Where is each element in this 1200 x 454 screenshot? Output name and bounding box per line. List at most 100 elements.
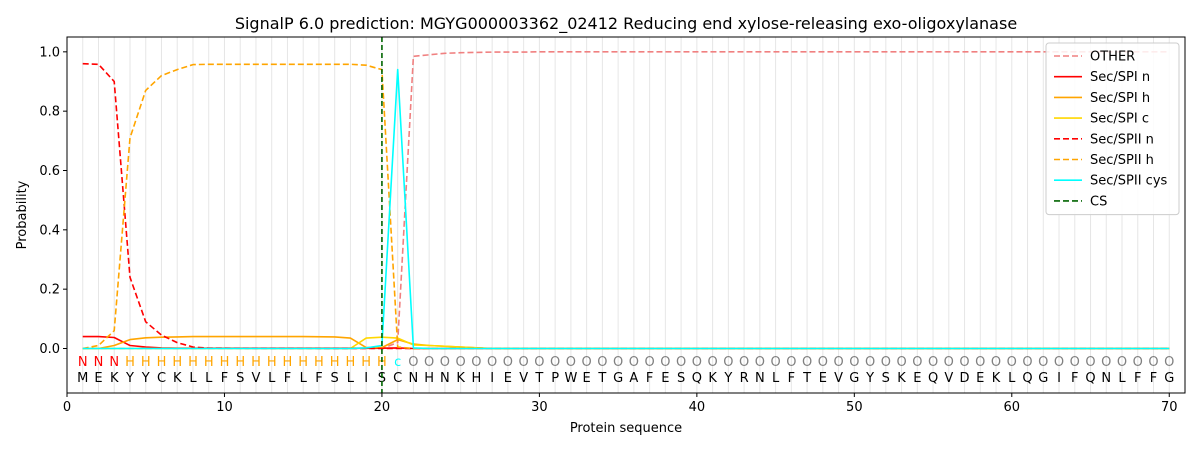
residue-letter: G bbox=[849, 371, 859, 386]
residue-letter: F bbox=[221, 371, 228, 386]
region-label: O bbox=[802, 355, 812, 370]
region-label: O bbox=[408, 355, 418, 370]
residue-letter: G bbox=[1038, 371, 1048, 386]
residue-letter: C bbox=[157, 371, 166, 386]
residue-letter: K bbox=[992, 371, 1001, 386]
x-tick-label: 0 bbox=[63, 400, 71, 415]
y-tick-label: 1.0 bbox=[39, 45, 60, 60]
residue-letter: G bbox=[1164, 371, 1174, 386]
region-label: O bbox=[471, 355, 481, 370]
residue-letter: L bbox=[268, 371, 276, 386]
x-axis: 0 10 20 30 40 50 60 70 bbox=[63, 393, 1178, 415]
residue-letter: S bbox=[331, 371, 339, 386]
region-label: O bbox=[755, 355, 765, 370]
region-label: H bbox=[188, 355, 198, 370]
residue-letter: V bbox=[944, 371, 953, 386]
x-tick-label: 70 bbox=[1161, 400, 1178, 415]
residue-letter: F bbox=[1150, 371, 1157, 386]
residue-letter: K bbox=[456, 371, 465, 386]
residue-letter: F bbox=[646, 371, 653, 386]
residue-letter: I bbox=[1057, 371, 1061, 386]
x-tick-label: 30 bbox=[531, 400, 548, 415]
legend-label: CS bbox=[1090, 194, 1107, 209]
residue-letter: I bbox=[490, 371, 494, 386]
region-label: O bbox=[424, 355, 434, 370]
y-tick-label: 0.0 bbox=[39, 342, 60, 357]
residue-letter: E bbox=[976, 371, 984, 386]
region-label: O bbox=[881, 355, 891, 370]
y-axis-label: Probability bbox=[15, 180, 30, 249]
residue-letter: M bbox=[77, 371, 88, 386]
residue-letter: Q bbox=[692, 371, 702, 386]
region-label: c bbox=[394, 355, 401, 370]
region-label: O bbox=[629, 355, 639, 370]
region-label: O bbox=[676, 355, 686, 370]
region-label: O bbox=[1117, 355, 1127, 370]
region-label: O bbox=[912, 355, 922, 370]
legend: OTHER Sec/SPI n Sec/SPI h Sec/SPI c Sec/SPII… bbox=[1045, 42, 1180, 216]
legend-label: Sec/SPI c bbox=[1090, 112, 1149, 127]
residue-letter: W bbox=[564, 371, 577, 386]
residue-letter: Q bbox=[1085, 371, 1095, 386]
residue-letter: E bbox=[913, 371, 921, 386]
region-label: N bbox=[109, 355, 119, 370]
region-label: O bbox=[833, 355, 843, 370]
x-tick-label: 40 bbox=[689, 400, 706, 415]
region-label: O bbox=[944, 355, 954, 370]
x-tick-label: 50 bbox=[846, 400, 863, 415]
residue-letter: N bbox=[440, 371, 450, 386]
residue-letter: E bbox=[94, 371, 102, 386]
residue-letter: N bbox=[1101, 371, 1111, 386]
region-label: H bbox=[125, 355, 135, 370]
chart-title: SignalP 6.0 prediction: MGYG000003362_02… bbox=[235, 14, 1017, 34]
region-label: H bbox=[314, 355, 324, 370]
residue-letter: L bbox=[189, 371, 197, 386]
region-label: H bbox=[157, 355, 167, 370]
residue-letter: H bbox=[472, 371, 482, 386]
legend-label: Sec/SPII h bbox=[1090, 153, 1154, 168]
region-label: O bbox=[1148, 355, 1158, 370]
residue-letter: F bbox=[788, 371, 795, 386]
region-label: O bbox=[550, 355, 560, 370]
region-label: H bbox=[220, 355, 230, 370]
y-tick-label: 0.4 bbox=[39, 223, 60, 238]
residue-letter: F bbox=[1134, 371, 1141, 386]
residue-letter: V bbox=[252, 371, 261, 386]
residue-letter: C bbox=[393, 371, 402, 386]
series-line bbox=[82, 68, 1170, 350]
residue-letter: V bbox=[834, 371, 843, 386]
residue-letter: G bbox=[613, 371, 623, 386]
region-label: O bbox=[645, 355, 655, 370]
region-label: O bbox=[1133, 355, 1143, 370]
region-label: O bbox=[487, 355, 497, 370]
residue-letter: P bbox=[551, 371, 559, 386]
residue-letter: Y bbox=[865, 371, 874, 386]
region-label: N bbox=[78, 355, 88, 370]
region-label: O bbox=[456, 355, 466, 370]
region-label: O bbox=[707, 355, 717, 370]
residue-letter: T bbox=[802, 371, 811, 386]
region-label: H bbox=[298, 355, 308, 370]
residue-letter: A bbox=[629, 371, 638, 386]
residue-letter: D bbox=[960, 371, 970, 386]
residue-letter: Q bbox=[928, 371, 938, 386]
legend-label: OTHER bbox=[1090, 50, 1135, 65]
series-line bbox=[82, 62, 1170, 350]
residue-letter: L bbox=[1118, 371, 1126, 386]
residue-letter: E bbox=[504, 371, 512, 386]
region-label: H bbox=[141, 355, 151, 370]
x-tick-label: 20 bbox=[374, 400, 391, 415]
region-label: O bbox=[1101, 355, 1111, 370]
region-label: H bbox=[377, 355, 387, 370]
region-label: O bbox=[975, 355, 985, 370]
x-tick-label: 60 bbox=[1004, 400, 1021, 415]
series-line bbox=[82, 335, 1170, 350]
grid bbox=[82, 37, 1170, 393]
residue-letter: Q bbox=[1022, 371, 1032, 386]
region-label: O bbox=[1054, 355, 1064, 370]
region-label: H bbox=[361, 355, 371, 370]
legend-label: Sec/SPII n bbox=[1090, 132, 1154, 147]
region-label: H bbox=[251, 355, 261, 370]
residue-letter: K bbox=[110, 371, 119, 386]
